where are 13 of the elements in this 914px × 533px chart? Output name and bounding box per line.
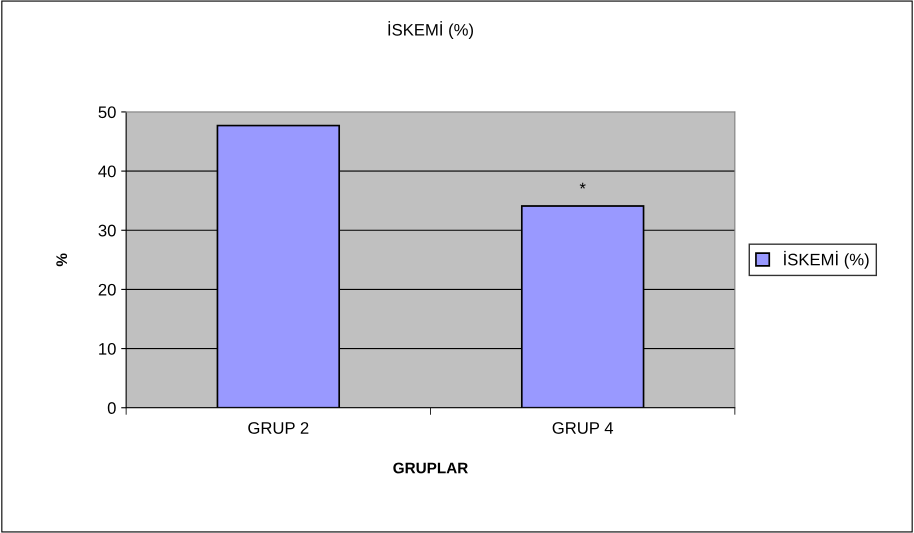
y-tick-label: 20 [98,284,116,296]
x-axis-title: GRUPLAR [393,462,468,474]
y-tick-label: 50 [98,106,116,118]
y-tick-label: 10 [99,342,116,355]
legend-label: İSKEMİ (%) [784,250,869,269]
y-tick-label: 30 [98,224,116,236]
x-tick-label: GRUP 2 [248,422,308,434]
y-tick-label: 0 [108,402,116,414]
chart-title: İSKEMİ (%) [388,21,473,39]
y-tick-label: 40 [98,165,116,178]
annotation: * [580,182,586,189]
x-tick-label: GRUP 4 [552,422,614,434]
y-axis-title: % [56,253,68,266]
